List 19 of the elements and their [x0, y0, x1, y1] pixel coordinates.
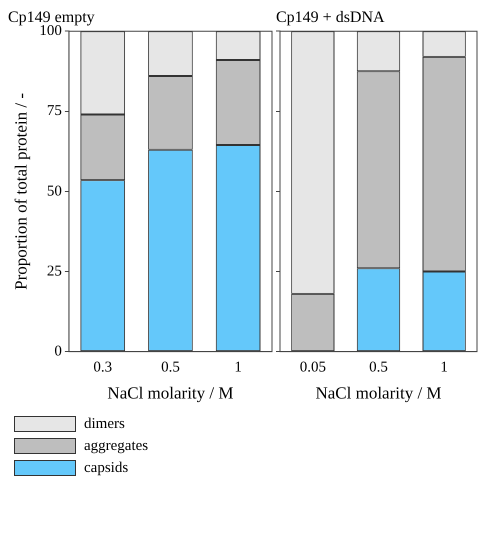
y-tick-label: 25 — [46, 263, 62, 280]
chart-title: Cp149 + dsDNA — [276, 8, 386, 26]
legend-label: capsids — [84, 460, 128, 476]
x-tick-label: 1 — [234, 360, 242, 376]
legend-label: aggregates — [84, 438, 148, 454]
x-tick-label: 1 — [440, 360, 448, 376]
x-tick-label: 0.5 — [369, 360, 388, 376]
legend-label: dimers — [84, 416, 125, 432]
y-tick-label: 0 — [54, 344, 62, 360]
x-tick-label: 0.05 — [300, 360, 326, 376]
x-axis-title: NaCl molarity / M — [107, 383, 234, 402]
y-tick-label: 100 — [39, 23, 62, 40]
chart-title: Cp149 empty — [8, 8, 95, 26]
y-tick-label: 75 — [46, 103, 62, 120]
x-axis-title: NaCl molarity / M — [315, 383, 442, 402]
y-axis-title: Proportion of total protein / - — [12, 92, 31, 290]
x-tick-label: 0.3 — [93, 360, 112, 376]
y-tick-label: 50 — [46, 183, 62, 200]
x-tick-label: 0.5 — [161, 360, 180, 376]
